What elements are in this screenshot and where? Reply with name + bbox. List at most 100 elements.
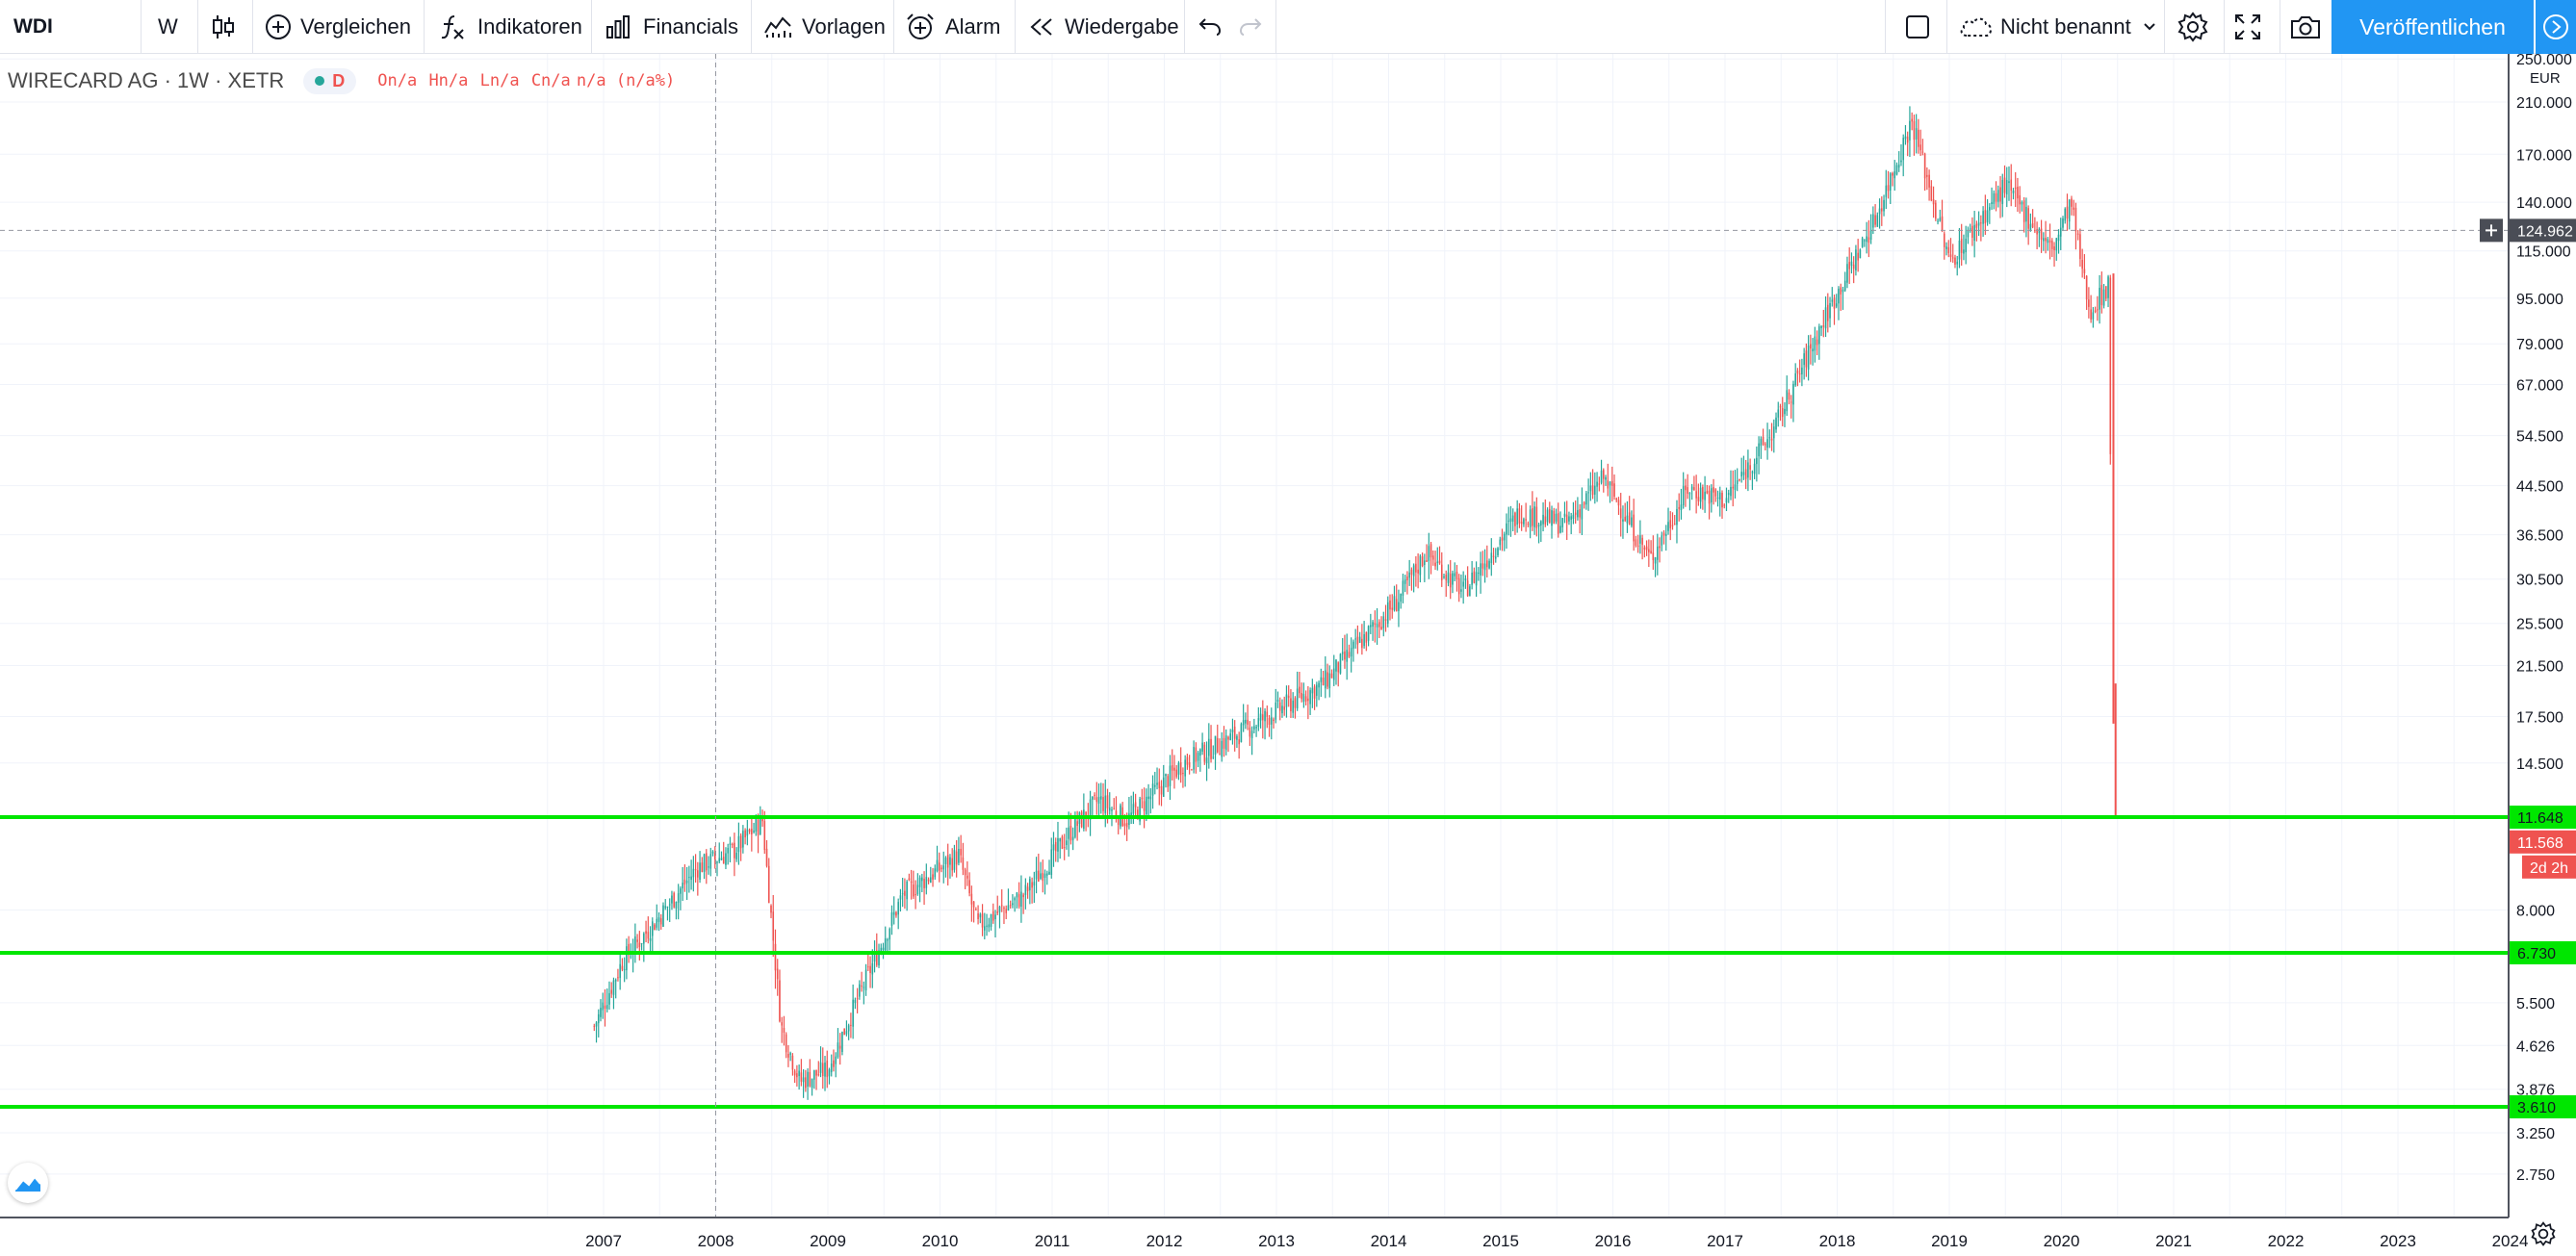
candle-body xyxy=(2022,200,2025,222)
axis-settings-button[interactable] xyxy=(2530,1220,2559,1249)
candle-body xyxy=(1173,767,1175,771)
candle-body xyxy=(755,818,758,833)
interval-button[interactable]: W xyxy=(158,14,178,38)
settings-button[interactable] xyxy=(2177,0,2208,54)
candle-body xyxy=(1546,509,1549,523)
candle-body xyxy=(1313,686,1316,699)
candle-body xyxy=(859,984,861,997)
candle-body xyxy=(992,910,994,921)
candle-body xyxy=(1045,873,1048,876)
candle-body xyxy=(970,893,973,905)
candle-body xyxy=(1544,516,1547,525)
candle-body xyxy=(1024,884,1027,895)
candle-body xyxy=(1734,484,1737,491)
candle-body xyxy=(685,881,688,884)
candle-body xyxy=(2088,299,2090,307)
gear-icon xyxy=(2531,1221,2556,1246)
candle-body xyxy=(1358,636,1361,643)
candle-body xyxy=(1501,537,1504,541)
candle-body xyxy=(2040,228,2043,240)
snapshot-button[interactable] xyxy=(2289,0,2322,54)
candle-body xyxy=(623,968,626,971)
candle-body xyxy=(1848,262,1850,269)
layout-name-dropdown[interactable]: Nicht benannt xyxy=(1958,0,2156,54)
redo-button[interactable] xyxy=(1238,0,1263,54)
candle-body xyxy=(1687,487,1688,494)
candle-body xyxy=(614,979,617,982)
price-axis[interactable]: 250.000 210.000 170.000 140.000 115.000 95.00… xyxy=(2508,54,2576,1218)
candle-body xyxy=(1855,249,1857,270)
candle-body xyxy=(1739,479,1740,481)
candle-body xyxy=(1191,769,1193,771)
plus-icon xyxy=(2486,224,2497,237)
time-tick-label: 2022 xyxy=(2268,1232,2305,1250)
candle-body xyxy=(1276,700,1279,703)
candle-body xyxy=(1130,812,1132,816)
candle-body xyxy=(1570,516,1572,520)
candle-body xyxy=(776,968,779,980)
close-value: Cn/a xyxy=(530,71,571,90)
candle-body xyxy=(1177,762,1180,775)
compare-label: Vergleichen xyxy=(300,14,411,38)
templates-button[interactable]: Vorlagen xyxy=(763,0,886,54)
level-price-label: 6.730 xyxy=(2517,946,2556,962)
publish-menu-button[interactable] xyxy=(2536,0,2576,54)
alert-button[interactable]: Alarm xyxy=(905,0,1000,54)
candle-body xyxy=(1273,719,1275,722)
candle-body xyxy=(1652,552,1655,561)
candle-body xyxy=(1779,406,1782,408)
compare-button[interactable]: Vergleichen xyxy=(264,0,411,54)
candle-body xyxy=(805,1077,807,1089)
candle-body xyxy=(675,902,678,909)
time-tick-label: 2011 xyxy=(1035,1232,1070,1250)
candle-body xyxy=(1052,844,1055,851)
candle-body xyxy=(1307,698,1309,702)
candle-body xyxy=(2008,181,2010,184)
candle-body xyxy=(1219,754,1221,756)
candle-body xyxy=(1208,738,1210,756)
candle-body xyxy=(1104,795,1107,813)
candle-body xyxy=(1042,872,1044,882)
candle-body xyxy=(1236,735,1238,740)
undo-button[interactable] xyxy=(1198,0,1223,54)
replay-button[interactable]: Wiedergabe xyxy=(1028,0,1179,54)
candle-body xyxy=(602,1002,605,1011)
candle-body xyxy=(1835,303,1838,307)
fullscreen-button[interactable] xyxy=(2233,0,2262,54)
candle-body xyxy=(1509,518,1512,523)
candle-body xyxy=(1881,208,1883,212)
publish-button[interactable]: Veröffentlichen xyxy=(2331,0,2534,54)
candle-body xyxy=(718,858,721,862)
candle-body xyxy=(1885,185,1888,197)
market-status-badge[interactable]: D xyxy=(303,67,357,94)
candle-body xyxy=(1727,493,1730,496)
price-tick-label: 3.876 xyxy=(2516,1083,2555,1099)
financials-button[interactable]: Financials xyxy=(605,0,738,54)
layout-toggle-button[interactable] xyxy=(1904,0,1931,54)
divider xyxy=(1885,0,1886,54)
candle-body xyxy=(1350,648,1352,657)
symbol-search[interactable]: WDI xyxy=(13,15,53,38)
price-tick-label: 95.000 xyxy=(2516,292,2563,308)
candle-body xyxy=(1296,688,1299,708)
candle-body xyxy=(2012,190,2015,193)
candle-body xyxy=(612,980,615,995)
time-axis[interactable]: 2007 2008 2009 2010 2011 2012 2013 2014 2015 2016… xyxy=(0,1217,2576,1256)
candle-body xyxy=(1514,512,1516,526)
candle-body xyxy=(1294,698,1297,708)
candle-body xyxy=(1624,516,1626,522)
candle-body xyxy=(1596,481,1598,487)
chart-style-button[interactable] xyxy=(210,0,237,54)
candle-body xyxy=(1721,493,1723,508)
indicators-button[interactable]: Indikatoren xyxy=(439,0,582,54)
candle-body xyxy=(1000,905,1003,907)
candle-body xyxy=(1233,726,1236,739)
price-chart[interactable]: 250.000 210.000 170.000 140.000 115.000 95.00… xyxy=(0,54,2576,1256)
change-value: n/a (n/a%) xyxy=(576,71,676,90)
time-tick-label: 2007 xyxy=(585,1232,622,1250)
candle-body xyxy=(781,1022,784,1026)
tradingview-logo[interactable] xyxy=(8,1163,48,1203)
candle-body xyxy=(1872,214,1874,228)
candle-body xyxy=(1915,128,1918,140)
candle-body xyxy=(1415,563,1417,573)
